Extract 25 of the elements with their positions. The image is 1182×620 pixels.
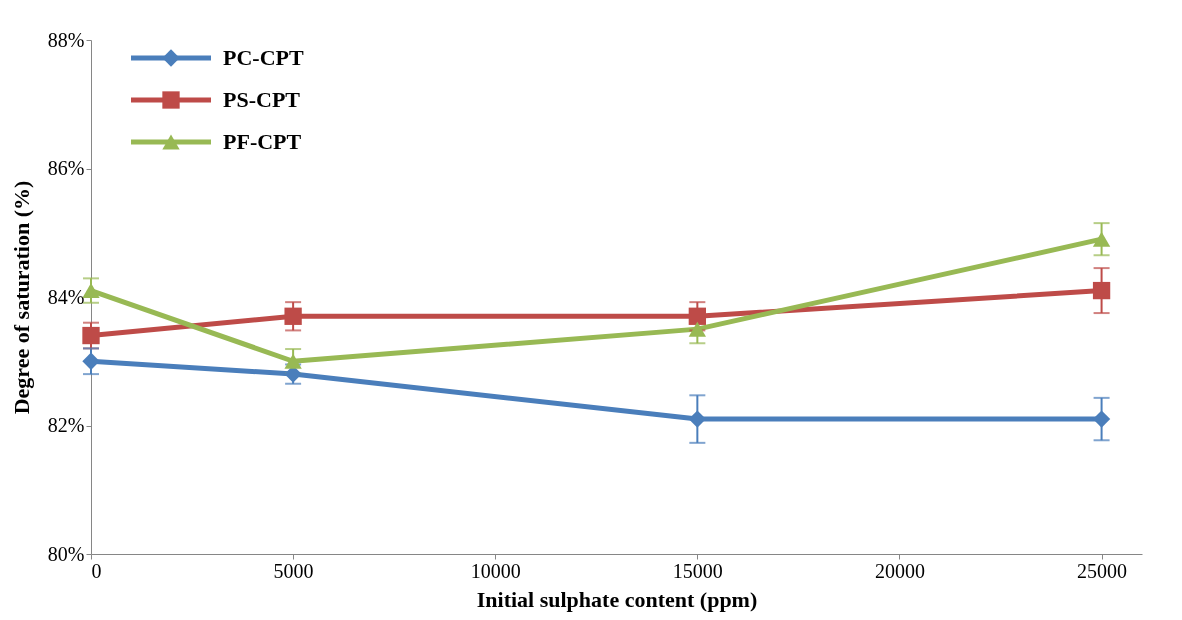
legend-label: PF-CPT (223, 129, 302, 154)
point (284, 307, 302, 325)
x-axis-title: Initial sulphate content (ppm) (476, 586, 758, 612)
x-tick-label: 15000 (672, 559, 723, 582)
x-tick-label: 10000 (470, 559, 521, 582)
point (1092, 231, 1111, 247)
point (688, 307, 707, 325)
point (688, 321, 707, 337)
x-tick-label: 5000 (273, 559, 314, 582)
point (82, 326, 100, 345)
y-tick-label: 82% (47, 414, 85, 436)
y-tick-label: 84% (47, 285, 85, 308)
legend-label: PS-CPT (223, 87, 301, 112)
y-tick-label: 86% (47, 157, 85, 179)
x-tick-label: 25000 (1077, 559, 1128, 582)
y-tick-label: 80% (47, 542, 85, 565)
point (284, 353, 302, 369)
y-tick-label: 88% (47, 28, 85, 51)
x-tick-label: 0 (91, 559, 102, 582)
y-axis-title: Degree of saturation (%) (8, 180, 34, 415)
point (82, 352, 100, 370)
point (1092, 281, 1111, 300)
point (82, 283, 100, 299)
x-tick-label: 20000 (874, 559, 925, 582)
legend-label: PC-CPT (223, 45, 304, 70)
